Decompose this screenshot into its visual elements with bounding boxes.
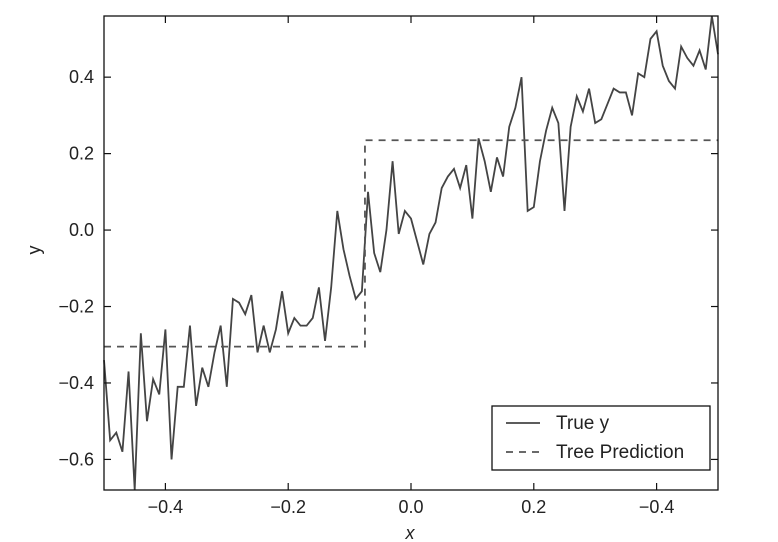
x-tick-label: 0.0 <box>398 497 423 517</box>
x-tick-label: −0.4 <box>148 497 184 517</box>
y-tick-label: −0.4 <box>58 373 94 393</box>
y-tick-label: −0.2 <box>58 297 94 317</box>
x-axis-label: x <box>405 523 416 542</box>
legend-label-tree-prediction: Tree Prediction <box>556 442 684 463</box>
y-axis: −0.6 −0.4 −0.2 0.0 0.2 0.4 <box>58 67 718 469</box>
x-tick-label: 0.2 <box>521 497 546 517</box>
y-tick-label: −0.6 <box>58 449 94 469</box>
x-axis: −0.4 −0.2 0.0 0.2 −0.4 <box>148 16 675 517</box>
plot-frame <box>103 15 719 491</box>
y-axis-label: y <box>24 246 44 255</box>
series-tree-prediction-line <box>104 139 718 348</box>
legend-label-true-y: True y <box>556 413 610 434</box>
y-tick-label: 0.0 <box>69 220 94 240</box>
legend: True y Tree Prediction <box>491 405 711 471</box>
x-tick-label: −0.4 <box>639 497 675 517</box>
x-tick-label: −0.2 <box>270 497 306 517</box>
plot-area <box>103 15 719 491</box>
y-tick-label: 0.2 <box>69 144 94 164</box>
series-true-y-line <box>103 15 719 491</box>
y-tick-label: 0.4 <box>69 67 94 87</box>
legend-box <box>491 405 711 471</box>
